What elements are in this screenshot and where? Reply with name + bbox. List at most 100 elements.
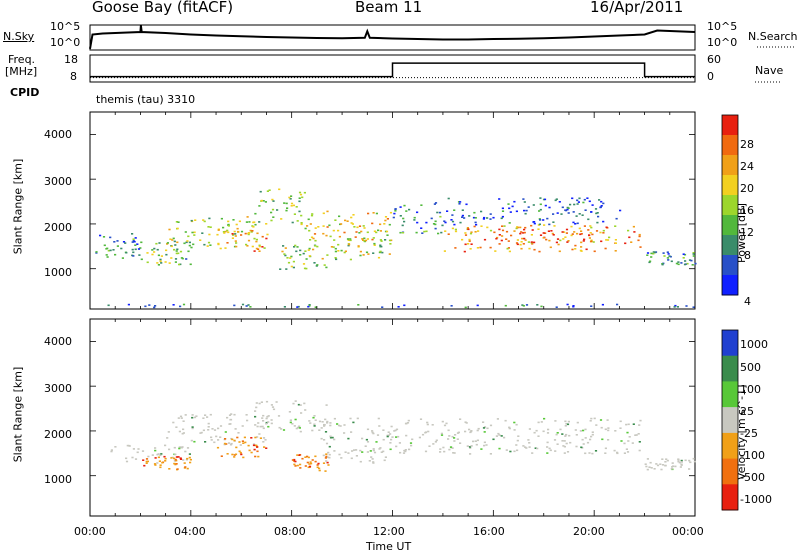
echo-cell: [316, 264, 319, 266]
echo-cell: [351, 223, 354, 225]
echo-cell: [501, 210, 505, 212]
echo-cell: [376, 434, 380, 436]
station-title: Goose Bay (fitACF): [92, 0, 234, 16]
echo-cell: [390, 425, 393, 428]
echo-cell: [334, 257, 337, 259]
echo-cell: [582, 201, 585, 204]
echo-cell: [574, 248, 577, 250]
echo-cell: [564, 425, 567, 427]
echo-cell: [154, 447, 157, 449]
echo-cell: [425, 221, 428, 224]
echo-cell: [178, 263, 181, 266]
echo-cell: [623, 452, 626, 454]
echo-cell: [299, 430, 302, 433]
echo-cell: [172, 421, 175, 424]
echo-cell: [552, 221, 555, 223]
echo-cell: [395, 445, 398, 448]
echo-cell: [302, 252, 305, 255]
echo-cell: [258, 245, 261, 248]
echo-cell: [401, 224, 404, 227]
echo-cell: [415, 231, 418, 234]
echo-cell: [300, 223, 303, 226]
echo-cell: [145, 462, 148, 464]
echo-cell: [175, 426, 178, 428]
echo-cell: [498, 447, 501, 450]
echo-cell: [394, 429, 397, 432]
echo-cell: [387, 434, 390, 437]
x-tick: 00:00: [672, 525, 704, 538]
echo-cell: [234, 233, 237, 235]
echo-cell: [474, 221, 477, 224]
echo-cell: [566, 423, 570, 426]
echo-cell: [170, 457, 173, 459]
echo-cell: [528, 446, 531, 448]
echo-cell: [292, 204, 295, 207]
echo-cell: [513, 450, 516, 453]
echo-cell: [271, 208, 275, 211]
echo-cell: [159, 466, 162, 469]
echo-cell: [303, 402, 306, 405]
echo-cell: [389, 448, 392, 451]
echo-cell: [363, 237, 366, 240]
echo-cell: [451, 447, 454, 449]
echo-cell: [501, 235, 504, 237]
echo-cell: [627, 423, 630, 426]
echo-cell: [498, 243, 501, 245]
echo-cell: [521, 304, 524, 306]
echo-cell: [545, 238, 548, 241]
echo-cell: [360, 230, 363, 233]
echo-cell: [655, 463, 658, 465]
echo-cell: [393, 212, 396, 215]
x-tick: 20:00: [573, 525, 605, 538]
echo-cell: [594, 208, 598, 210]
echo-cell: [468, 240, 471, 242]
echo-cell: [650, 252, 653, 255]
echo-cell: [523, 237, 526, 240]
echo-cell: [257, 248, 260, 250]
echo-cell: [164, 444, 167, 447]
echo-cell: [628, 236, 631, 239]
echo-cell: [498, 198, 501, 200]
echo-cell: [254, 223, 257, 226]
echo-cell: [224, 438, 227, 440]
echo-cell: [565, 433, 568, 436]
echo-cell: [187, 250, 190, 253]
echo-cell: [226, 242, 229, 244]
echo-cell: [285, 202, 288, 205]
echo-cell: [638, 233, 641, 236]
echo-cell: [470, 445, 473, 447]
echo-cell: [313, 233, 317, 235]
echo-cell: [329, 422, 332, 424]
x-tick: 04:00: [174, 525, 206, 538]
velocity-ytick: 2000: [44, 428, 72, 441]
echo-cell: [359, 250, 362, 253]
echo-cell: [522, 198, 525, 200]
echo-cell: [193, 440, 196, 443]
echo-cell: [566, 451, 570, 453]
echo-cell: [563, 452, 566, 454]
echo-cell: [343, 424, 346, 426]
echo-cell: [579, 249, 582, 252]
echo-cell: [340, 457, 343, 459]
echo-cell: [402, 452, 406, 454]
echo-cell: [661, 263, 664, 266]
velocity-echo-layer: [110, 400, 696, 472]
echo-cell: [202, 219, 205, 221]
echo-cell: [453, 209, 456, 211]
echo-cell: [318, 467, 321, 470]
echo-cell: [563, 440, 566, 442]
echo-cell: [199, 432, 202, 434]
echo-cell: [567, 212, 570, 214]
echo-cell: [209, 226, 212, 228]
echo-cell: [403, 204, 406, 207]
echo-cell: [515, 227, 518, 230]
echo-cell: [233, 230, 236, 233]
echo-cell: [420, 227, 423, 229]
noise-tick-high: 10^5: [50, 20, 81, 33]
echo-cell: [635, 434, 638, 436]
echo-cell: [416, 211, 419, 214]
echo-cell: [571, 233, 574, 235]
echo-cell: [378, 448, 381, 450]
echo-cell: [219, 247, 222, 250]
echo-cell: [539, 219, 542, 221]
